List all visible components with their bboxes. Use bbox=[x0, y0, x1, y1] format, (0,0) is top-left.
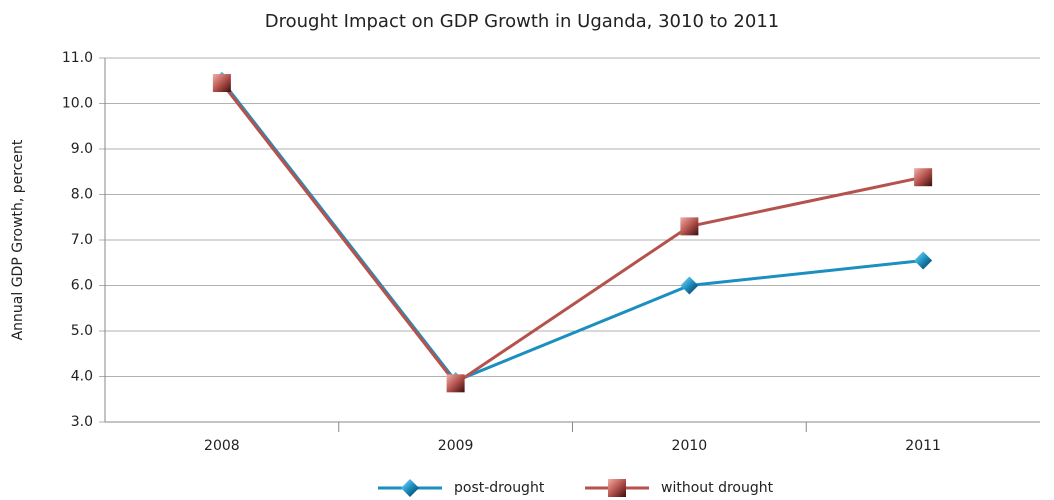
y-tick-label: 4.0 bbox=[71, 369, 93, 385]
y-axis-label: Annual GDP Growth, percent bbox=[10, 139, 26, 340]
x-tick-label: 2010 bbox=[672, 438, 708, 454]
marker bbox=[680, 217, 699, 236]
x-tick-label: 2011 bbox=[905, 438, 941, 454]
y-tick-label: 6.0 bbox=[71, 278, 93, 294]
y-tick-label: 9.0 bbox=[71, 141, 93, 157]
y-tick-label: 8.0 bbox=[71, 187, 93, 203]
x-tick-label: 2008 bbox=[204, 438, 240, 454]
x-tick-label: 2009 bbox=[438, 438, 474, 454]
y-tick-label: 10.0 bbox=[62, 96, 93, 112]
legend-label: without drought bbox=[661, 480, 774, 496]
y-tick-label: 3.0 bbox=[71, 414, 93, 430]
series-line bbox=[220, 82, 924, 386]
y-tick-label: 7.0 bbox=[71, 232, 93, 248]
marker bbox=[914, 168, 933, 187]
marker bbox=[680, 276, 699, 295]
y-tick-label: 11.0 bbox=[62, 50, 93, 66]
chart-title: Drought Impact on GDP Growth in Uganda, … bbox=[265, 11, 779, 32]
marker bbox=[212, 74, 231, 93]
marker bbox=[608, 479, 626, 497]
marker bbox=[401, 479, 419, 497]
marker bbox=[446, 374, 465, 393]
y-tick-label: 5.0 bbox=[71, 323, 93, 339]
series-line bbox=[220, 79, 924, 383]
legend-label: post-drought bbox=[454, 480, 545, 496]
marker bbox=[914, 251, 933, 270]
